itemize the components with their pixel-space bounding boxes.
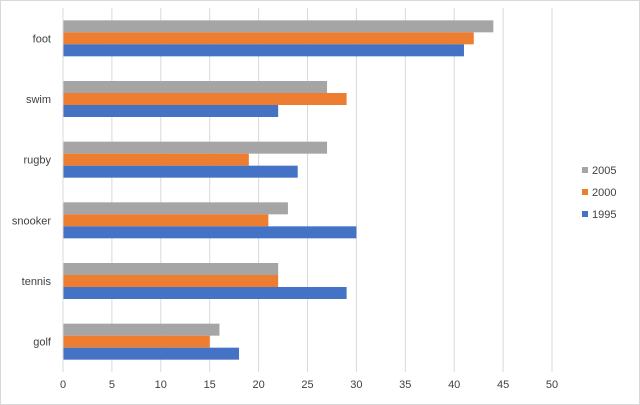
legend-swatch-1995 <box>582 211 588 217</box>
x-tick-label: 35 <box>399 379 411 391</box>
bar-rugby-1995 <box>63 165 298 178</box>
bar-rugby-2005 <box>63 141 328 154</box>
legend: 2005 2000 1995 <box>582 165 616 221</box>
x-tick-label: 45 <box>497 379 509 391</box>
bar-golf-2000 <box>63 335 210 348</box>
bar-snooker-2005 <box>63 202 288 215</box>
x-tick-label: 15 <box>204 379 216 391</box>
bar-foot-1995 <box>63 44 464 57</box>
bar-foot-2005 <box>63 20 494 33</box>
category-label: swim <box>26 94 51 106</box>
x-tick-label: 10 <box>155 379 167 391</box>
legend-swatch-2005 <box>582 167 588 173</box>
x-tick-label: 30 <box>350 379 362 391</box>
x-tick-label: 25 <box>301 379 313 391</box>
bar-swim-2005 <box>63 81 328 93</box>
x-tick-label: 50 <box>546 379 558 391</box>
bar-tennis-2000 <box>63 275 279 287</box>
legend-label: 2000 <box>592 187 616 199</box>
bar-snooker-1995 <box>63 226 357 239</box>
x-tick-label: 5 <box>109 379 115 391</box>
legend-label: 1995 <box>592 209 616 221</box>
bar-swim-2000 <box>63 93 347 105</box>
legend-swatch-2000 <box>582 189 588 195</box>
category-label: tennis <box>22 276 52 288</box>
x-tick-label: 0 <box>60 379 66 391</box>
category-label: rugby <box>23 155 51 167</box>
bar-snooker-2000 <box>63 214 269 227</box>
bars-group <box>63 20 494 360</box>
gridlines <box>62 8 553 372</box>
legend-label: 2005 <box>592 165 616 177</box>
bar-golf-2005 <box>63 323 220 336</box>
category-label: snooker <box>12 215 51 227</box>
category-labels: foot swim rugby snooker tennis golf <box>12 33 52 348</box>
bar-foot-2000 <box>63 32 474 45</box>
bar-tennis-1995 <box>63 287 347 299</box>
category-label: golf <box>33 337 52 349</box>
bar-tennis-2005 <box>63 263 279 275</box>
bar-golf-1995 <box>63 347 240 360</box>
x-tick-label: 40 <box>448 379 460 391</box>
x-tick-label: 20 <box>252 379 264 391</box>
tick-labels: 0 5 10 15 20 25 30 35 40 45 50 <box>60 379 558 391</box>
category-label: foot <box>33 33 51 45</box>
bar-rugby-2000 <box>63 153 249 166</box>
bar-swim-1995 <box>63 105 279 117</box>
